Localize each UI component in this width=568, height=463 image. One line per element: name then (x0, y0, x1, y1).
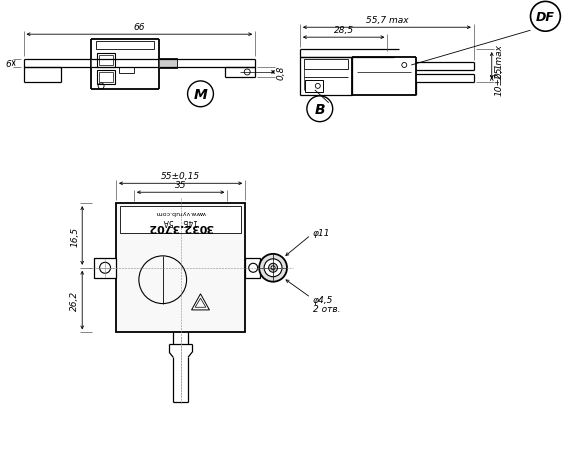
Bar (94, 258, 116, 278)
Text: 10±0,1: 10±0,1 (495, 62, 504, 95)
Text: 6: 6 (6, 59, 11, 69)
Circle shape (259, 254, 287, 282)
Text: B: B (315, 102, 325, 117)
Bar (304, 60, 348, 70)
Text: 16,5: 16,5 (70, 226, 79, 246)
Text: 55,7 max: 55,7 max (366, 16, 408, 25)
Text: 2 отв.: 2 отв. (313, 304, 340, 313)
Bar (245, 258, 260, 278)
Bar (99, 56, 113, 66)
Text: DF: DF (536, 11, 555, 24)
Bar (116, 204, 245, 333)
Bar (120, 206, 241, 233)
Text: M: M (194, 88, 207, 101)
Text: www.vyrub.com: www.vyrub.com (156, 209, 206, 214)
Circle shape (531, 2, 561, 32)
Circle shape (271, 266, 275, 270)
Bar (96, 42, 154, 50)
Bar (119, 68, 134, 74)
Circle shape (187, 82, 214, 107)
Bar (97, 54, 115, 68)
Text: 66: 66 (133, 23, 145, 32)
Text: 26,2: 26,2 (70, 290, 79, 311)
Circle shape (307, 97, 333, 122)
Text: φ4,5: φ4,5 (313, 295, 333, 305)
Text: 14Б    5А: 14Б 5А (164, 216, 198, 225)
Bar (158, 59, 177, 69)
Bar (97, 71, 115, 85)
Text: 25 max: 25 max (495, 44, 504, 78)
Text: 0,8: 0,8 (276, 66, 285, 80)
Bar (305, 81, 323, 93)
Text: 55±0,15: 55±0,15 (161, 172, 200, 181)
Circle shape (264, 259, 282, 277)
Bar (99, 73, 113, 83)
Text: φ11: φ11 (313, 229, 331, 238)
Text: 35: 35 (175, 181, 186, 190)
Text: 28,5: 28,5 (333, 26, 354, 35)
Circle shape (269, 264, 278, 273)
Text: 3032.3702: 3032.3702 (148, 222, 214, 232)
